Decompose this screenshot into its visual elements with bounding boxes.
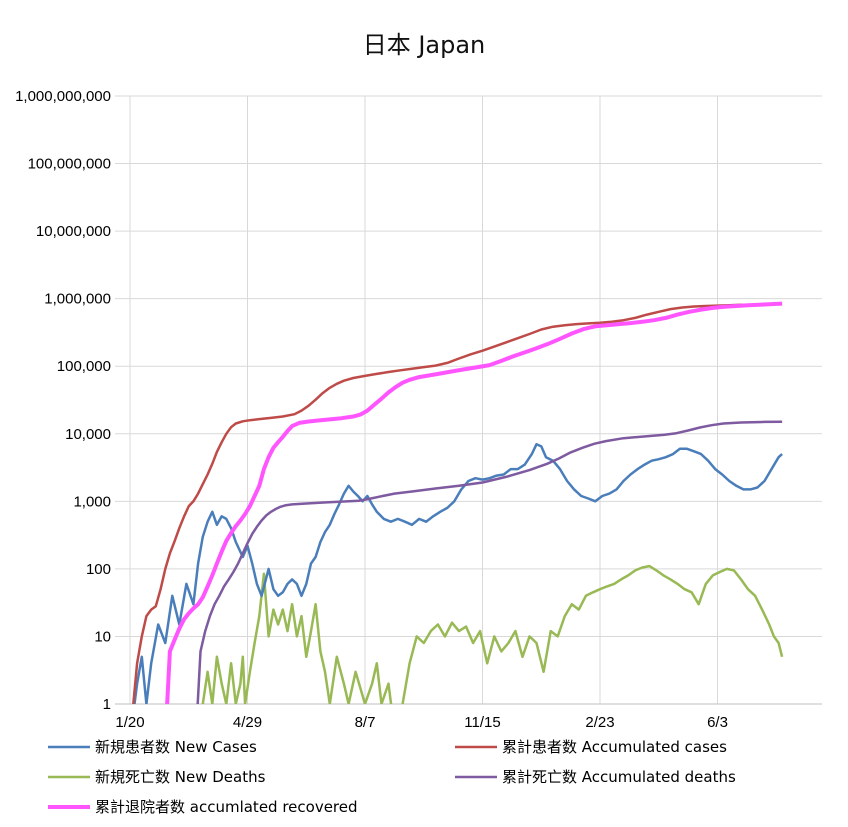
legend: 新規患者数 New Cases 累計患者数 Accumulated cases 新規… <box>48 738 736 816</box>
y-tick-label: 1,000,000,000 <box>15 88 111 105</box>
x-tick-label: 4/29 <box>233 714 262 731</box>
legend-label: 新規患者数 New Cases <box>95 738 257 756</box>
plot-area <box>132 301 784 704</box>
series-line-4 <box>165 301 783 704</box>
legend-label: 累計死亡数 Accumulated deaths <box>502 768 736 786</box>
y-tick-label: 10,000,000 <box>36 223 111 240</box>
y-tick-label: 100,000,000 <box>28 156 111 173</box>
series-line-2 <box>201 564 784 704</box>
series-line-3 <box>196 420 783 704</box>
x-tick-label: 2/23 <box>585 714 614 731</box>
legend-label: 累計患者数 Accumulated cases <box>502 738 727 756</box>
y-tick-label: 100 <box>86 561 111 578</box>
y-axis: 1 10 100 1,000 10,000 100,000 1,000,000 10,000,… <box>15 88 111 713</box>
legend-label: 新規死亡数 New Deaths <box>95 768 266 786</box>
x-axis: 1/20 4/29 8/7 11/15 2/23 6/3 <box>115 714 728 731</box>
grid <box>115 95 822 705</box>
x-tick-label: 6/3 <box>707 714 728 731</box>
y-tick-label: 10,000 <box>65 426 111 443</box>
y-tick-label: 1,000 <box>73 493 111 510</box>
y-tick-label: 100,000 <box>57 358 111 375</box>
y-tick-label: 10 <box>94 628 111 645</box>
chart-title: 日本 Japan <box>363 31 486 59</box>
legend-label: 累計退院者数 accumlated recovered <box>95 798 358 816</box>
series-line-0 <box>133 442 783 704</box>
series-line-1 <box>132 302 783 704</box>
x-tick-label: 1/20 <box>115 714 144 731</box>
x-tick-label: 8/7 <box>355 714 376 731</box>
y-tick-label: 1,000,000 <box>44 291 111 308</box>
y-tick-label: 1 <box>103 696 111 713</box>
x-tick-label: 11/15 <box>464 714 500 731</box>
